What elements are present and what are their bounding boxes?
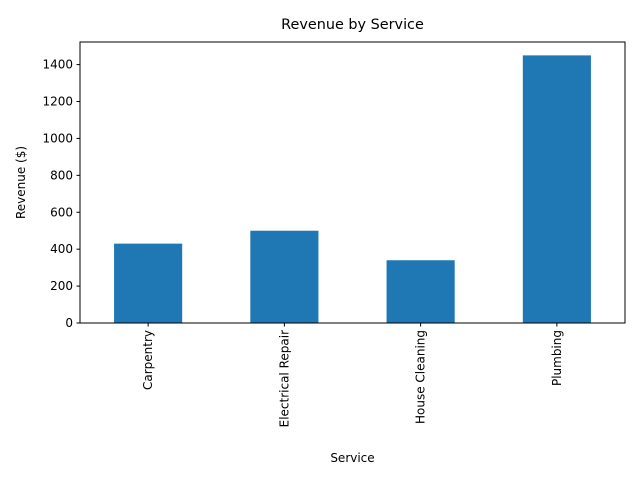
x-tick-label: Plumbing [550, 330, 564, 386]
x-tick-label: House Cleaning [414, 330, 428, 424]
plot-frame [79, 41, 626, 324]
bar-plumbing [522, 55, 591, 323]
y-axis-title: Revenue ($) [14, 146, 28, 219]
x-axis-ticks: Carpentry Electrical Repair House Cleaning… [141, 323, 564, 427]
y-tick-label: 800 [50, 168, 73, 182]
bars-group [114, 55, 591, 323]
y-tick-label: 600 [50, 205, 73, 219]
y-tick-label: 1200 [42, 95, 73, 109]
y-tick-label: 1400 [42, 58, 73, 72]
x-tick-label: Carpentry [141, 330, 155, 390]
chart-title: Revenue by Service [281, 17, 424, 33]
y-tick-label: 200 [50, 279, 73, 293]
x-tick-label: Electrical Repair [277, 330, 291, 427]
bar-electrical-repair [250, 230, 319, 323]
y-tick-label: 400 [50, 242, 73, 256]
y-tick-label: 1000 [42, 131, 73, 145]
y-tick-label: 0 [65, 316, 73, 330]
y-axis-ticks: 0 200 400 600 800 1000 1200 1400 [42, 58, 80, 330]
x-axis-title: Service [330, 451, 374, 465]
bar-carpentry [114, 243, 183, 323]
bar-house-cleaning [386, 260, 455, 323]
